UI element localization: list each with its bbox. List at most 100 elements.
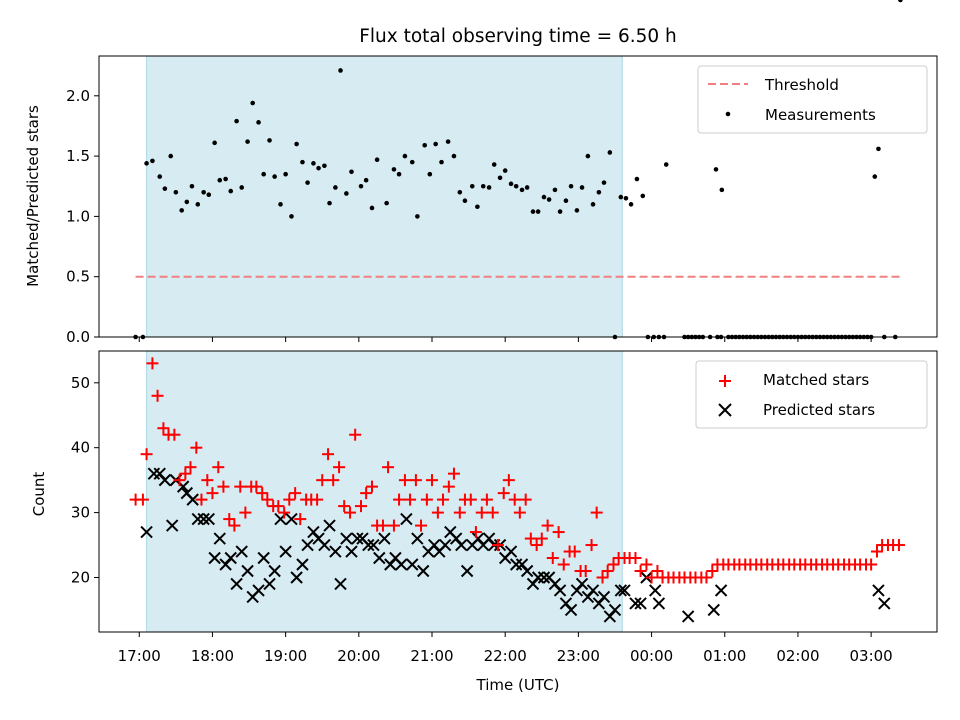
measurement-point — [250, 100, 255, 106]
matched-star-point — [420, 493, 433, 506]
predicted-star-point — [318, 538, 331, 552]
predicted-marker-stroke — [356, 532, 369, 545]
predicted-marker-stroke — [618, 584, 631, 597]
matched-star-point — [239, 506, 252, 519]
matched-star-point — [228, 519, 241, 532]
predicted-star-point — [714, 584, 728, 597]
measurement-point — [469, 183, 475, 189]
predicted-star-point — [597, 590, 611, 604]
predicted-marker-stroke — [296, 558, 309, 571]
predicted-marker-stroke — [400, 512, 413, 526]
measurement-point — [294, 141, 299, 147]
predicted-marker-stroke — [542, 571, 556, 584]
x-tick-label: 19:00 — [264, 647, 307, 665]
x-tick-label: 01:00 — [703, 647, 746, 665]
predicted-star-point — [301, 538, 314, 552]
predicted-marker-stroke — [575, 577, 589, 591]
predicted-star-point — [455, 538, 468, 552]
matched-star-point — [469, 526, 482, 539]
x-tick-label: 20:00 — [337, 647, 380, 665]
predicted-marker-stroke — [186, 493, 199, 506]
predicted-marker-stroke — [263, 577, 276, 591]
predicted-star-point — [147, 467, 161, 480]
measurement-point — [508, 181, 514, 187]
ratio-legend-box — [697, 65, 928, 134]
predicted-marker-stroke — [652, 597, 666, 610]
predicted-marker-stroke — [520, 564, 534, 578]
predicted-star-point — [509, 558, 523, 571]
ratio-legend: Threshold Measurements — [697, 65, 928, 134]
measurement-point — [239, 185, 245, 190]
matched-star-point — [151, 389, 164, 402]
matched-star-point — [409, 474, 422, 487]
predicted-marker-stroke — [362, 538, 375, 552]
predicted-marker-stroke — [504, 545, 518, 558]
matched-star-point — [585, 539, 598, 552]
predicted-star-point — [395, 558, 408, 571]
predicted-marker-stroke — [515, 558, 529, 571]
predicted-marker-stroke — [378, 532, 391, 545]
observing-span-shade — [146, 351, 623, 632]
measurement-point — [144, 161, 149, 166]
matched-star-point — [278, 506, 291, 519]
predicted-marker-stroke — [235, 545, 248, 558]
predicted-marker-stroke — [597, 590, 611, 604]
predicted-star-point — [351, 532, 364, 545]
matched-star-point — [491, 539, 504, 552]
matched-star-point — [607, 558, 620, 571]
matched-star-point — [234, 480, 247, 493]
measurement-point — [272, 174, 277, 179]
y-tick-label: 1.5 — [66, 147, 90, 165]
matched-star-point — [195, 493, 208, 506]
matched-star-point — [629, 552, 642, 565]
predicted-star-point — [614, 584, 628, 597]
matched-star-point — [206, 487, 219, 500]
matched-star-point — [201, 474, 214, 487]
predicted-marker-stroke — [140, 525, 153, 539]
predicted-marker-stroke — [268, 564, 281, 578]
predicted-star-point — [537, 571, 551, 584]
predicted-marker-stroke — [307, 525, 320, 539]
predicted-star-point — [202, 512, 215, 526]
measurement-point — [322, 163, 327, 169]
matched-star-point — [579, 564, 592, 577]
ratio-panel: 0.00.51.01.52.0 Matched/Predicted stars … — [24, 0, 938, 346]
measurement-point — [563, 198, 569, 204]
matched-star-point — [184, 461, 197, 474]
predicted-marker-stroke — [208, 551, 221, 565]
y-tick-label: 20 — [71, 568, 90, 586]
predicted-marker-stroke — [285, 512, 298, 526]
measurement-point — [568, 183, 574, 189]
measurement-point — [189, 183, 195, 189]
predicted-star-point — [378, 532, 391, 545]
matched-star-point — [316, 474, 329, 487]
predicted-marker-stroke — [165, 519, 179, 532]
predicted-marker-stroke — [531, 571, 545, 584]
measurement-point — [369, 205, 375, 211]
matched-star-point — [486, 506, 499, 519]
x-tick-label: 03:00 — [850, 647, 893, 665]
matched-star-point — [447, 467, 460, 480]
measurement-point — [228, 188, 234, 194]
x-tick-label: 23:00 — [557, 647, 600, 665]
predicted-star-point — [213, 532, 226, 545]
matched-star-point — [892, 539, 905, 552]
matched-star-point — [333, 461, 346, 474]
predicted-marker-stroke — [191, 512, 205, 526]
measurement-point — [157, 174, 163, 179]
predicted-star-point — [564, 603, 578, 617]
measurement-point — [217, 177, 223, 183]
measurement-point — [168, 153, 174, 159]
measurement-point — [480, 183, 486, 189]
x-tick-label: 17:00 — [118, 647, 161, 665]
chart-title: Flux total observing time = 6.50 h — [359, 26, 677, 47]
measurement-point — [358, 183, 364, 189]
x-tick-label: 18:00 — [191, 647, 234, 665]
predicted-star-point — [400, 512, 413, 526]
measurement-point — [150, 158, 155, 164]
measurement-point — [338, 68, 343, 73]
predicted-star-point — [531, 571, 545, 584]
measurement-point — [585, 153, 591, 159]
measurement-point — [596, 189, 602, 195]
matched-star-point — [502, 474, 515, 487]
